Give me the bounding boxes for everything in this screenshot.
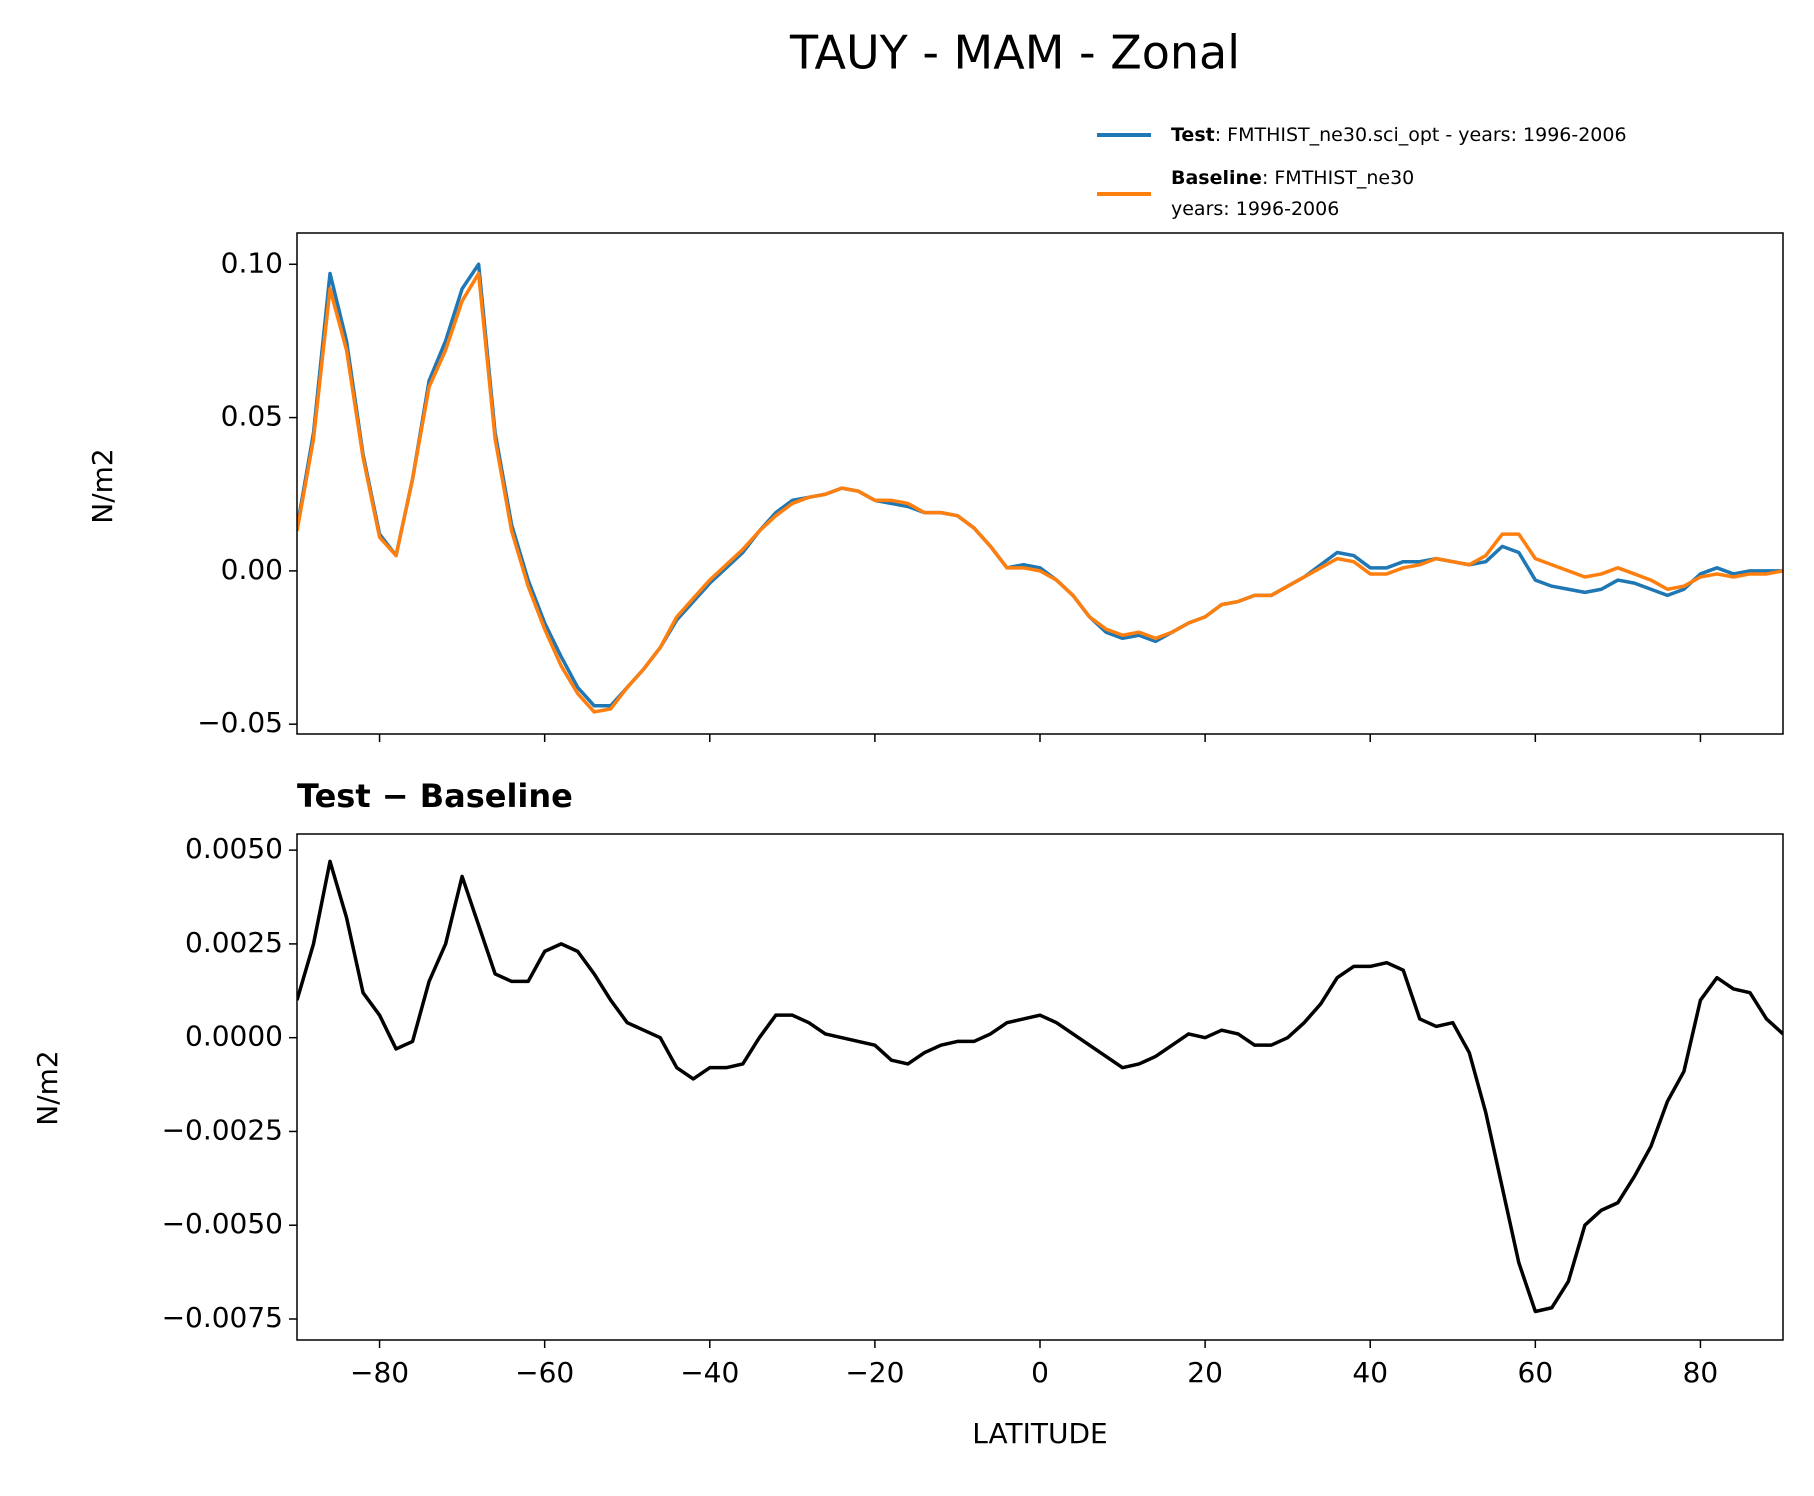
y-tick-label: 0.0000 [185, 1020, 283, 1053]
legend-name: Test [1171, 124, 1215, 146]
x-tick-label: 20 [1187, 1356, 1223, 1389]
y-tick-label: 0.0050 [185, 832, 283, 865]
x-tick-label: −20 [845, 1356, 904, 1389]
x-tick-label: 60 [1518, 1356, 1554, 1389]
legend-description: : FMTHIST_ne30.sci_opt - years: 1996-200… [1215, 124, 1627, 146]
y-tick-label: −0.05 [197, 706, 283, 739]
y-tick-label: 0.0025 [185, 926, 283, 959]
x-tick-label: −80 [350, 1356, 409, 1389]
x-tick-label: 0 [1031, 1356, 1049, 1389]
x-tick-label: −60 [515, 1356, 574, 1389]
legend-label: years: 1996-2006 [1171, 198, 1339, 220]
y-axis-label: N/m2 [86, 448, 119, 523]
x-tick-label: 80 [1683, 1356, 1719, 1389]
y-tick-label: −0.0050 [162, 1207, 283, 1240]
legend-description: years: 1996-2006 [1171, 198, 1339, 220]
axes-frame [296, 833, 1784, 1341]
y-axis-label: N/m2 [31, 1050, 64, 1125]
legend-name: Baseline [1171, 167, 1262, 189]
axes-frame [296, 232, 1784, 735]
data-line [297, 859, 1783, 1314]
legend-label: Test: FMTHIST_ne30.sci_opt - years: 1996… [1171, 124, 1627, 146]
y-tick-label: 0.00 [221, 553, 283, 586]
y-tick-label: −0.0075 [162, 1301, 283, 1334]
data-line [297, 262, 1783, 708]
legend-description: : FMTHIST_ne30 [1262, 167, 1414, 189]
y-tick-label: −0.0025 [162, 1113, 283, 1146]
data-line [297, 271, 1783, 714]
y-tick-label: 0.10 [221, 246, 283, 279]
figure-title: TAUY - MAM - Zonal [789, 26, 1240, 80]
legend-label: Baseline: FMTHIST_ne30 [1171, 167, 1414, 189]
x-axis-label: LATITUDE [972, 1417, 1107, 1450]
x-tick-label: 40 [1352, 1356, 1388, 1389]
x-tick-label: −40 [680, 1356, 739, 1389]
axes-title: Test − Baseline [297, 777, 573, 815]
y-tick-label: 0.05 [221, 400, 283, 433]
